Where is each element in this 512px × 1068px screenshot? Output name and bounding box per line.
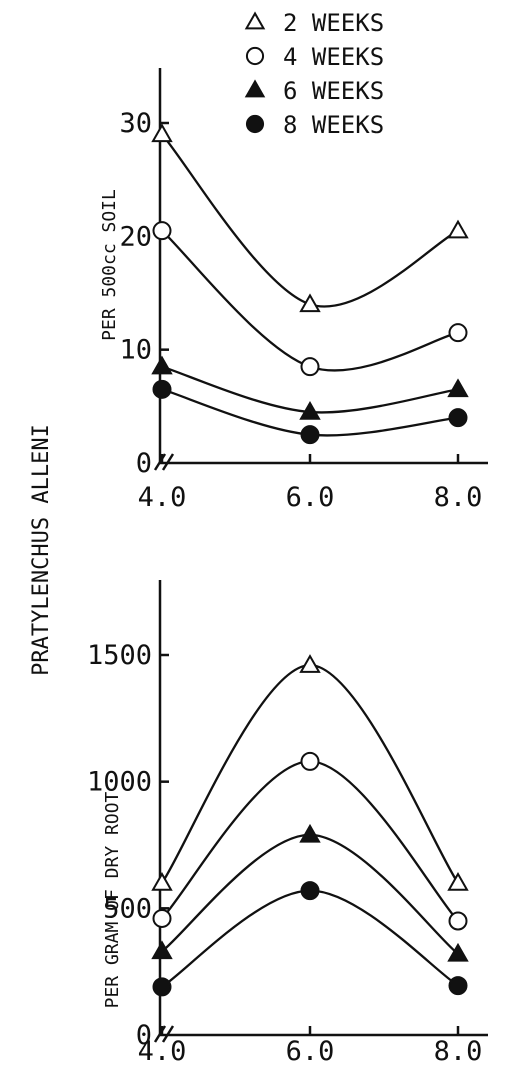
legend: 2 WEEKS 4 WEEKS 6 WEEKS 8 WEEKS — [244, 9, 384, 139]
legend-label: 2 WEEKS — [283, 9, 384, 37]
data-point — [447, 219, 469, 239]
y-tick-label: 0 — [136, 448, 152, 479]
legend-label: 6 WEEKS — [283, 77, 384, 105]
axis-break-mark — [153, 1025, 175, 1043]
data-point — [447, 942, 469, 962]
y-tick-label: 1500 — [87, 640, 152, 671]
x-tick-label: 6.0 — [286, 482, 335, 513]
x-tick-label: 4.0 — [138, 482, 187, 513]
legend-marker — [245, 46, 265, 66]
shared-y-axis-label: PRATYLENCHUS ALLENI — [29, 424, 54, 676]
legend-marker — [245, 114, 265, 134]
data-point — [448, 976, 468, 996]
y-tick-label: 30 — [119, 108, 152, 139]
legend-item: 8 WEEKS — [245, 111, 384, 139]
soil-panel: 0 10 20 30 4.0 6.0 8.0 PER 500cc SOIL — [99, 68, 488, 513]
data-point — [300, 425, 320, 445]
data-point — [151, 940, 173, 960]
data-point — [299, 654, 321, 673]
y-tick-label: 1000 — [87, 767, 152, 798]
x-tick-label: 6.0 — [286, 1036, 335, 1067]
root-panel: 0 500 1000 1500 4.0 6.0 8.0 PER GRAM OF DRY ROO… — [87, 580, 488, 1067]
data-point — [152, 908, 172, 928]
data-point — [151, 355, 173, 375]
y-tick-label: 500 — [103, 893, 152, 924]
legend-label: 8 WEEKS — [283, 111, 384, 139]
legend-item: 2 WEEKS — [244, 9, 384, 37]
y-tick-label: 10 — [119, 335, 152, 366]
data-point — [448, 408, 468, 428]
y-tick-label: 0 — [136, 1020, 152, 1051]
legend-marker — [244, 79, 266, 98]
data-point — [447, 871, 469, 891]
data-point — [152, 379, 172, 399]
series-line — [161, 133, 459, 308]
series-line — [161, 663, 459, 884]
data-point — [152, 977, 172, 997]
data-point — [448, 911, 468, 931]
x-tick-label: 4.0 — [138, 1036, 187, 1067]
legend-label: 4 WEEKS — [283, 43, 384, 71]
y-tick-label: 20 — [119, 221, 152, 252]
data-point — [299, 823, 321, 843]
legend-marker — [244, 11, 266, 30]
data-point — [300, 751, 320, 771]
data-point — [448, 323, 468, 343]
data-point — [300, 881, 320, 901]
x-tick-label: 8.0 — [434, 1036, 483, 1067]
axis-break-mark — [153, 453, 175, 471]
data-point — [300, 357, 320, 377]
data-point — [299, 400, 321, 420]
data-point — [151, 123, 173, 143]
legend-item: 6 WEEKS — [244, 77, 384, 105]
x-tick-label: 8.0 — [434, 482, 483, 513]
y-axis-label: PER 500cc SOIL — [99, 189, 120, 341]
data-point — [299, 293, 321, 313]
data-point — [447, 378, 469, 398]
data-point — [152, 221, 172, 241]
legend-item: 4 WEEKS — [245, 43, 384, 71]
data-point — [151, 871, 173, 891]
y-axis-label: PER GRAM OF DRY ROOT — [102, 791, 123, 1008]
